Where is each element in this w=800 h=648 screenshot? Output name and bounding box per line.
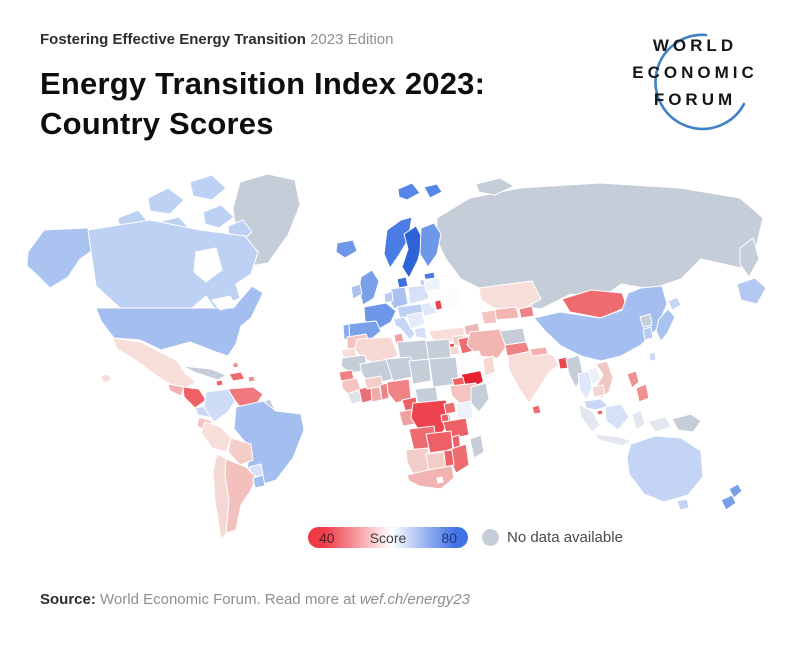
- map-region-kamchatka: Kamchatka: [739, 237, 760, 278]
- world-map-layer: RussiaNovaya Zemlya KamchatkaRussian Far …: [26, 173, 767, 540]
- map-region-puerto_rico: Puerto Rico: [247, 375, 256, 383]
- map-region-canada_arctic_1: Canadian Arctic islands: [147, 187, 185, 215]
- map-region-novaya_zemlya: Novaya Zemlya: [475, 177, 515, 196]
- map-region-peru: Peru: [200, 421, 232, 453]
- map-region-guatemala: Guatemala: [167, 383, 185, 397]
- page-title-line2: Country Scores: [40, 106, 274, 141]
- source-line: Source: World Economic Forum. Read more …: [40, 591, 470, 608]
- map-region-benelux: Benelux: [383, 290, 394, 304]
- map-region-uganda: Uganda: [443, 401, 457, 415]
- map-region-tasmania: Tasmania (Australia): [676, 498, 690, 511]
- world-map: RussiaNovaya Zemlya KamchatkaRussian Far …: [0, 160, 800, 552]
- map-region-java: Indonesia (Java): [593, 433, 632, 447]
- map-region-chad: Chad: [408, 358, 432, 385]
- map-region-cuba: Cuba: [181, 365, 227, 381]
- map-region-philippines_luzon: Philippines: [626, 370, 640, 389]
- map-region-canada_arctic_2: Canadian Arctic islands: [189, 174, 227, 201]
- map-region-moldova: Moldova: [433, 298, 444, 312]
- map-region-borneo: Borneo: [604, 403, 630, 431]
- source-prefix: Source:: [40, 591, 96, 608]
- map-region-philippines_south: Philippines: [635, 383, 650, 403]
- map-region-singapore: Singapore: [596, 409, 604, 416]
- wef-logo-line3: FORUM: [653, 90, 737, 109]
- map-region-new_zealand_south: New Zealand (South Island): [720, 494, 737, 511]
- source-text: World Economic Forum. Read more at: [95, 591, 360, 608]
- map-region-greece: Greece: [413, 326, 428, 340]
- page-title: Energy Transition Index 2023: Country Sc…: [40, 64, 485, 144]
- map-region-nepal: Nepal: [529, 346, 549, 357]
- map-region-japan_hokkaido: Japan (Hokkaido): [667, 296, 682, 311]
- map-region-hawaii: Hawaii: [99, 373, 113, 384]
- map-region-sumatra: Indonesia (Sumatra): [578, 403, 601, 433]
- map-region-ukraine: Ukraine: [428, 286, 464, 313]
- map-region-canada_arctic_5: Canadian Arctic islands: [202, 204, 235, 229]
- map-region-taiwan: Taiwan: [648, 351, 657, 362]
- map-region-mexico: Mexico: [112, 337, 197, 389]
- map-region-finland: Finland: [419, 222, 442, 268]
- map-region-far_east_patch: Russian Far East blue patch: [736, 277, 767, 305]
- map-region-bolivia: Bolivia: [227, 437, 254, 466]
- map-region-bahamas: Bahamas: [231, 361, 240, 369]
- map-region-iceland: Iceland: [335, 239, 358, 259]
- map-region-somalia: Somalia: [470, 382, 490, 413]
- report-eyebrow: Fostering Effective Energy Transition 20…: [40, 31, 393, 48]
- wef-logo: WORLD ECONOMIC FORUM: [620, 30, 770, 142]
- map-region-thailand: Thailand: [577, 370, 593, 401]
- wef-logo-line2: ECONOMIC: [632, 63, 758, 82]
- map-region-poland: Poland: [407, 284, 430, 305]
- map-region-turkmenistan: Turkmenistan: [480, 309, 498, 325]
- map-region-papua_new_guinea: Papua New Guinea: [671, 413, 702, 433]
- map-region-kyrgyzstan_tajikistan: Kyrgyzstan / Tajikistan: [518, 305, 535, 319]
- map-region-denmark: Denmark: [396, 276, 409, 289]
- map-region-norway: Norway: [383, 216, 413, 269]
- map-region-argentina: Argentina: [224, 458, 257, 534]
- map-region-sulawesi: Indonesia (Sulawesi): [631, 410, 646, 431]
- source-link[interactable]: wef.ch/energy23: [359, 591, 470, 608]
- wef-logo-text: WORLD ECONOMIC FORUM: [620, 32, 770, 113]
- map-region-kenya: Kenya: [455, 400, 474, 423]
- map-region-hispaniola: Dominican Republic / Haiti: [228, 371, 246, 382]
- map-region-india: India: [507, 350, 560, 404]
- map-region-south_africa: South Africa: [406, 465, 455, 490]
- report-name: Fostering Effective Energy Transition: [40, 31, 306, 48]
- map-region-great_lakes: Great Lakes (water): [211, 295, 237, 311]
- map-region-togo_benin: Togo / Benin: [379, 382, 390, 401]
- map-region-usa: United States: [95, 285, 264, 357]
- map-region-ireland: Ireland: [350, 283, 363, 300]
- map-region-iran: Iran: [466, 328, 509, 359]
- map-region-south_korea: South Korea: [642, 326, 654, 341]
- wef-logo-arc-icon: [654, 33, 746, 131]
- map-region-svalbard_1: Svalbard: [397, 182, 421, 201]
- map-region-italy: Italy: [393, 316, 416, 341]
- map-region-lesotho: Lesotho: [436, 476, 444, 484]
- map-region-japan_main: Japan: [655, 308, 676, 342]
- map-region-hudson_bay: Hudson Bay (water): [193, 247, 223, 283]
- map-region-madagascar: Madagascar: [469, 434, 485, 459]
- map-region-malaysia: Malaysia: [583, 398, 609, 411]
- map-region-cambodia: Cambodia: [591, 384, 606, 398]
- map-region-oman: Oman: [482, 355, 496, 377]
- map-region-sri_lanka: Sri Lanka: [531, 404, 542, 415]
- map-region-uk: United Kingdom: [358, 269, 380, 306]
- map-region-uruguay: Uruguay: [252, 474, 266, 489]
- map-region-balkans: Balkans: [406, 311, 426, 330]
- report-edition: 2023 Edition: [310, 31, 394, 48]
- map-region-north_korea: North Korea: [639, 313, 653, 328]
- map-region-sweden: Sweden: [401, 225, 424, 279]
- map-region-indonesia_east: Indonesia (east): [647, 416, 672, 433]
- page-title-line1: Energy Transition Index 2023:: [40, 66, 486, 101]
- wef-logo-line1: WORLD: [652, 36, 738, 55]
- map-region-australia: Australia: [626, 435, 704, 503]
- map-region-alaska: Alaska (United States): [26, 227, 97, 289]
- map-region-jamaica: Jamaica: [215, 379, 224, 387]
- map-region-russia: Russia: [435, 182, 764, 310]
- map-region-honduras_nicaragua: Honduras / Nicaragua: [182, 386, 207, 409]
- map-region-svalbard_2: Svalbard: [423, 183, 443, 199]
